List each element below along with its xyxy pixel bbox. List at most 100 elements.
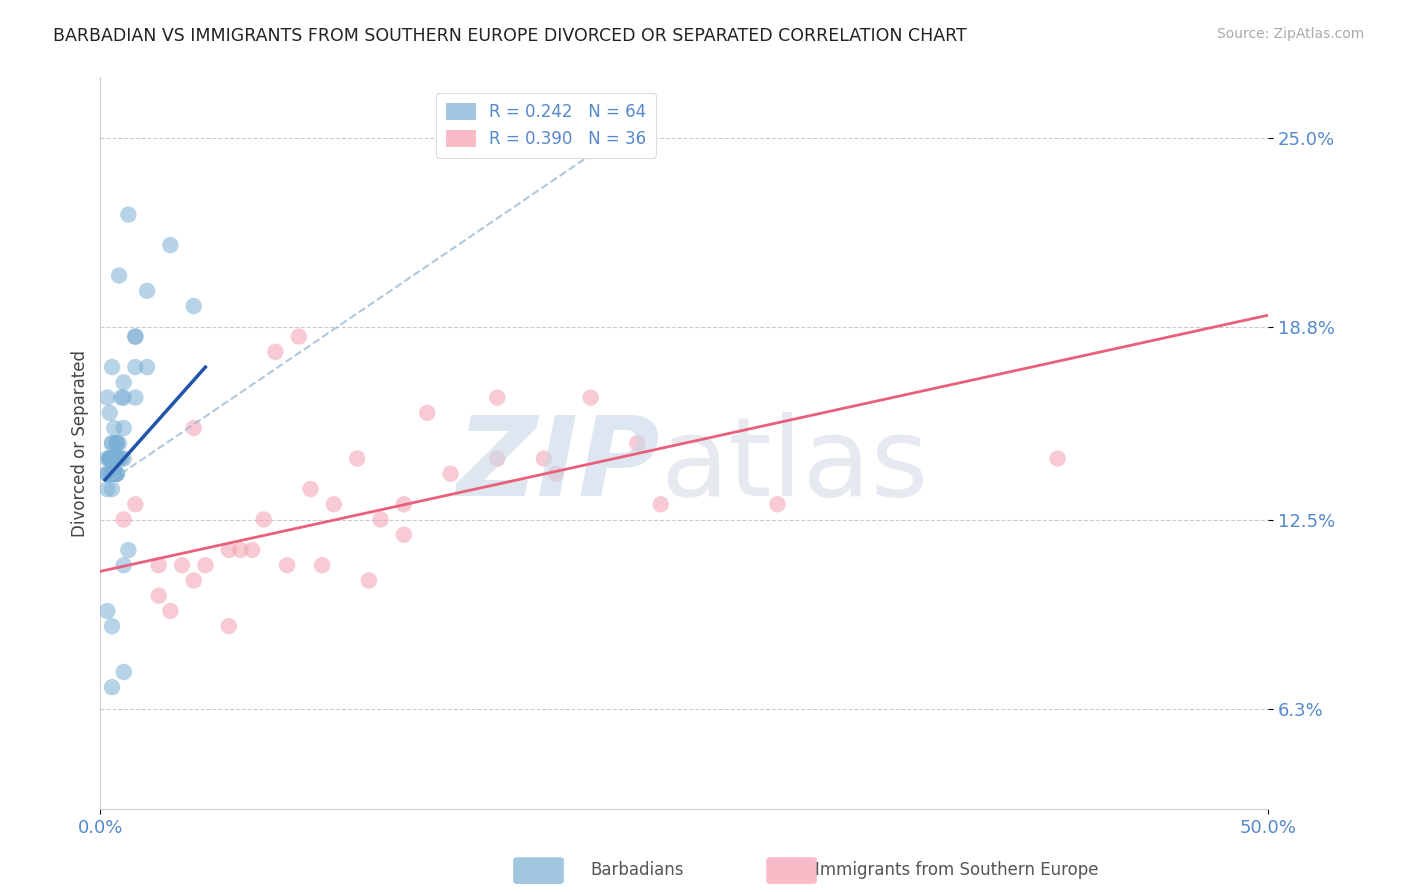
Point xyxy=(288,329,311,343)
Point xyxy=(108,436,131,450)
Point xyxy=(103,467,125,481)
Point xyxy=(105,451,128,466)
Point xyxy=(105,451,128,466)
Text: Barbadians: Barbadians xyxy=(591,861,685,879)
Point xyxy=(112,665,135,679)
Point xyxy=(112,376,135,390)
Point xyxy=(124,360,146,375)
Point xyxy=(101,467,124,481)
Point xyxy=(101,467,124,481)
Point xyxy=(626,436,648,450)
Point xyxy=(112,512,135,526)
Point xyxy=(101,360,124,375)
Point xyxy=(117,543,139,558)
Point xyxy=(101,467,124,481)
Point xyxy=(439,467,461,481)
Text: atlas: atlas xyxy=(661,412,929,519)
Point xyxy=(112,558,135,573)
Point xyxy=(112,451,135,466)
Point xyxy=(101,619,124,633)
Point xyxy=(98,451,121,466)
Point xyxy=(101,482,124,496)
Point xyxy=(218,619,240,633)
Point xyxy=(98,467,121,481)
Legend: R = 0.242   N = 64, R = 0.390   N = 36: R = 0.242 N = 64, R = 0.390 N = 36 xyxy=(436,93,657,158)
Point xyxy=(105,467,128,481)
Point xyxy=(105,436,128,450)
Point xyxy=(170,558,193,573)
Point xyxy=(299,482,322,496)
Point xyxy=(579,391,602,405)
Point xyxy=(311,558,333,573)
Point xyxy=(96,482,118,496)
Point xyxy=(766,497,789,511)
Point xyxy=(370,512,392,526)
Text: ZIP: ZIP xyxy=(457,412,661,519)
Point xyxy=(98,451,121,466)
Point xyxy=(105,467,128,481)
Point xyxy=(105,467,128,481)
Point xyxy=(105,451,128,466)
Point xyxy=(416,406,439,420)
Point xyxy=(357,574,380,588)
Point xyxy=(322,497,344,511)
Point xyxy=(103,421,125,435)
Point xyxy=(159,238,181,252)
Point xyxy=(101,451,124,466)
Point xyxy=(544,467,567,481)
Point xyxy=(1046,451,1069,466)
Point xyxy=(486,451,509,466)
Point xyxy=(108,451,131,466)
Point xyxy=(112,421,135,435)
Point xyxy=(112,391,135,405)
Point xyxy=(136,284,159,298)
Point xyxy=(101,467,124,481)
Point xyxy=(103,451,125,466)
Point xyxy=(253,512,276,526)
Point xyxy=(103,451,125,466)
Point xyxy=(136,360,159,375)
Point xyxy=(650,497,672,511)
Point xyxy=(159,604,181,618)
Point xyxy=(117,208,139,222)
Point xyxy=(98,451,121,466)
Point xyxy=(101,451,124,466)
Point xyxy=(533,451,555,466)
Point xyxy=(101,436,124,450)
Point xyxy=(346,451,368,466)
Point xyxy=(105,436,128,450)
Point xyxy=(218,543,240,558)
Point xyxy=(148,589,170,603)
Text: Immigrants from Southern Europe: Immigrants from Southern Europe xyxy=(815,861,1099,879)
Point xyxy=(183,299,205,313)
Point xyxy=(183,421,205,435)
Point xyxy=(96,604,118,618)
Point xyxy=(103,467,125,481)
Point xyxy=(276,558,298,573)
Point xyxy=(98,451,121,466)
Point xyxy=(96,391,118,405)
Point xyxy=(124,497,146,511)
Point xyxy=(124,329,146,343)
Point xyxy=(124,329,146,343)
Point xyxy=(110,451,132,466)
Point xyxy=(98,406,121,420)
Point xyxy=(101,467,124,481)
Point xyxy=(194,558,217,573)
Point xyxy=(105,451,128,466)
Point xyxy=(486,391,509,405)
Point xyxy=(101,680,124,694)
Text: BARBADIAN VS IMMIGRANTS FROM SOUTHERN EUROPE DIVORCED OR SEPARATED CORRELATION C: BARBADIAN VS IMMIGRANTS FROM SOUTHERN EU… xyxy=(53,27,967,45)
Point xyxy=(183,574,205,588)
Point xyxy=(392,527,415,541)
Point xyxy=(240,543,263,558)
Point xyxy=(101,436,124,450)
Point xyxy=(108,268,131,283)
Y-axis label: Divorced or Separated: Divorced or Separated xyxy=(72,350,89,537)
Text: Source: ZipAtlas.com: Source: ZipAtlas.com xyxy=(1216,27,1364,41)
Point xyxy=(392,497,415,511)
Point xyxy=(110,391,132,405)
Point xyxy=(96,451,118,466)
Point xyxy=(124,391,146,405)
Point xyxy=(264,344,287,359)
